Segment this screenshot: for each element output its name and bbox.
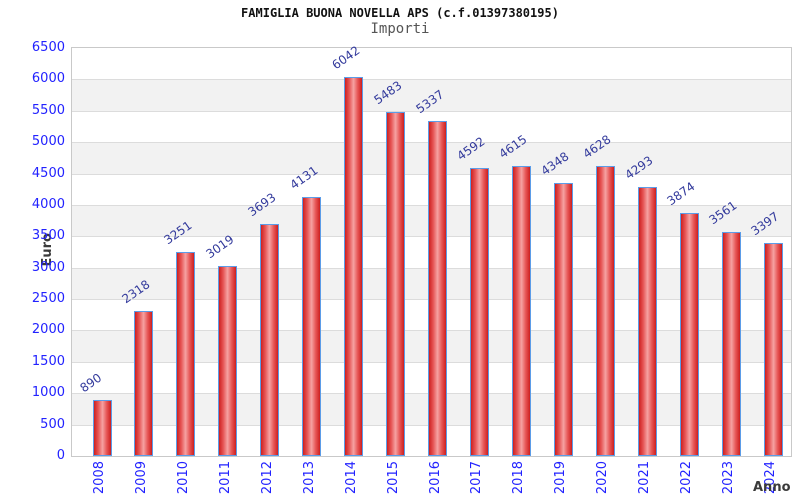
- bar-2015: [386, 112, 406, 456]
- bar-2009: [134, 311, 154, 456]
- bar-2008: [92, 400, 112, 456]
- y-tick-label: 2000: [31, 322, 65, 338]
- chart-subtitle: Importi: [370, 21, 430, 37]
- x-tick-label: 2010: [175, 461, 191, 495]
- y-tick-label: 2500: [31, 291, 65, 307]
- gridline: [72, 111, 791, 112]
- y-tick-label: 5000: [31, 134, 65, 150]
- x-tick-label: 2015: [385, 461, 401, 495]
- bar-2016: [428, 121, 447, 456]
- x-tick-label: 2008: [92, 461, 107, 495]
- y-tick-label: 3000: [31, 259, 65, 275]
- bar-2024: [763, 243, 783, 456]
- bar-2018: [511, 166, 531, 456]
- bar-2010: [176, 252, 196, 456]
- x-tick-label: 2016: [427, 461, 443, 495]
- y-tick-label: 1500: [31, 353, 65, 369]
- x-tick-label: 2020: [595, 461, 611, 495]
- bar-2022: [679, 213, 699, 456]
- y-tick-label: 0: [56, 448, 65, 463]
- y-tick-label: 4500: [31, 165, 65, 181]
- bar-2013: [302, 197, 322, 456]
- y-tick-label: 3500: [31, 228, 65, 244]
- x-tick-label: 2011: [217, 461, 233, 495]
- x-tick-label: 2019: [553, 461, 569, 495]
- bar-2014: [344, 77, 364, 456]
- x-tick-label: 2014: [343, 461, 359, 495]
- y-tick-label: 6500: [31, 40, 65, 55]
- x-axis-title: Anno: [753, 480, 791, 495]
- gridline: [72, 79, 791, 80]
- bar-2017: [469, 168, 489, 456]
- y-tick-label: 1000: [31, 385, 65, 401]
- bar-2020: [595, 166, 615, 456]
- x-tick-label: 2023: [721, 461, 737, 495]
- bar-2023: [721, 232, 741, 456]
- bar-2019: [553, 183, 573, 456]
- y-tick-label: 500: [40, 416, 65, 432]
- x-tick-label: 2018: [511, 461, 527, 495]
- bar-2012: [260, 224, 280, 456]
- plot-band: [72, 79, 791, 111]
- chart-title: FAMIGLIA BUONA NOVELLA APS (c.f.01397380…: [241, 6, 559, 20]
- x-tick-label: 2013: [301, 461, 317, 495]
- plot-area: [71, 47, 792, 457]
- x-tick-label: 2012: [259, 461, 275, 495]
- x-tick-label: 2022: [679, 461, 695, 495]
- y-tick-label: 6000: [31, 71, 65, 87]
- y-tick-label: 5500: [31, 102, 65, 118]
- y-tick-label: 4000: [31, 196, 65, 212]
- bar-2021: [637, 187, 657, 456]
- x-tick-label: 2017: [469, 461, 485, 495]
- x-tick-label: 2009: [133, 461, 149, 495]
- x-tick-label: 2021: [637, 461, 653, 495]
- bar-2011: [218, 266, 238, 456]
